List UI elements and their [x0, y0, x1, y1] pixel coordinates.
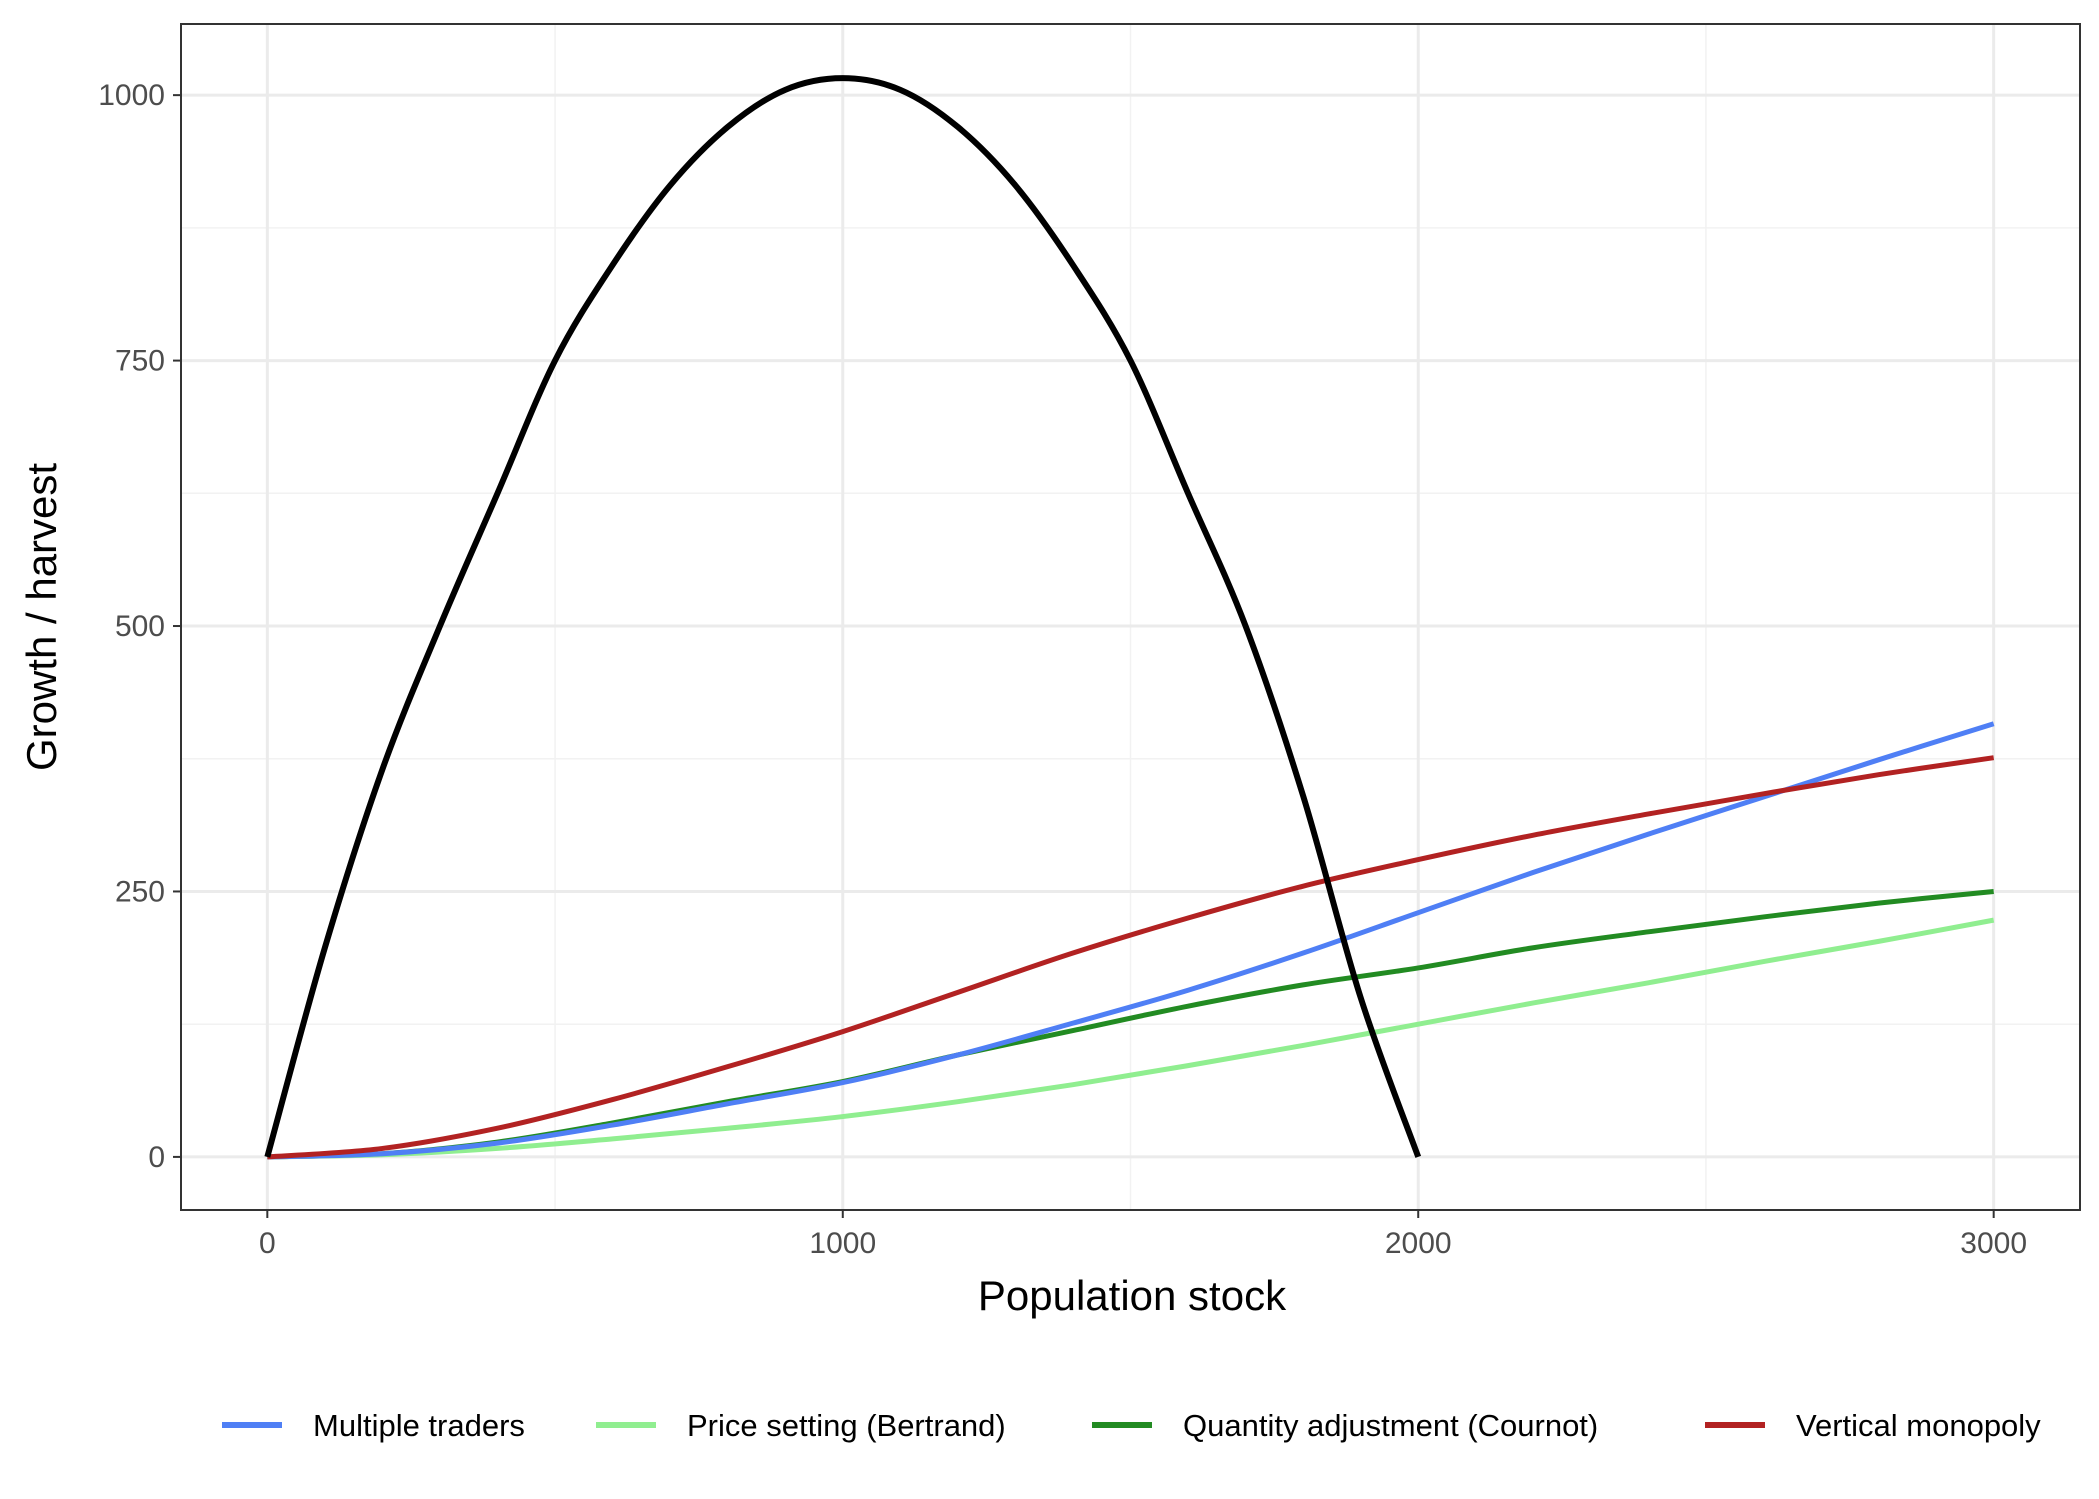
- y-tick-label: 250: [115, 875, 165, 908]
- x-tick-label: 2000: [1385, 1227, 1452, 1260]
- x-tick-label: 0: [259, 1227, 276, 1260]
- legend-item-quantity-adjustment-cournot: Quantity adjustment (Cournot): [1092, 1408, 1598, 1443]
- y-tick-label: 500: [115, 610, 165, 643]
- legend-label: Vertical monopoly: [1796, 1408, 2041, 1443]
- y-tick-label: 1000: [98, 79, 165, 112]
- growth-curve-line: [264, 75, 1422, 1158]
- x-axis: 0 1000 2000 3000: [259, 1210, 2027, 1260]
- legend-label: Price setting (Bertrand): [687, 1408, 1006, 1443]
- legend-item-multiple-traders: Multiple traders: [222, 1408, 525, 1443]
- multiple-traders-line: [267, 721, 1995, 1160]
- x-tick-label: 1000: [809, 1227, 876, 1260]
- y-tick-label: 750: [115, 345, 165, 378]
- plot-panel-border: [180, 23, 2081, 1211]
- legend-item-price-setting-bertrand: Price setting (Bertrand): [596, 1408, 1006, 1443]
- x-axis-title: Population stock: [978, 1272, 1287, 1319]
- legend-label: Multiple traders: [313, 1408, 525, 1443]
- price-setting-bertrand-line: [267, 917, 1995, 1160]
- legend: Multiple traders Price setting (Bertrand)…: [222, 1408, 2041, 1443]
- x-tick-label: 3000: [1960, 1227, 2027, 1260]
- y-axis-title: Growth / harvest: [18, 463, 65, 771]
- legend-item-vertical-monopoly: Vertical monopoly: [1705, 1408, 2041, 1443]
- y-tick-label: 0: [148, 1141, 165, 1174]
- y-axis: 0 250 500 750 1000: [98, 79, 181, 1174]
- vertical-monopoly-line: [267, 755, 1995, 1160]
- legend-label: Quantity adjustment (Cournot): [1183, 1408, 1598, 1443]
- series-lines: [264, 75, 1995, 1160]
